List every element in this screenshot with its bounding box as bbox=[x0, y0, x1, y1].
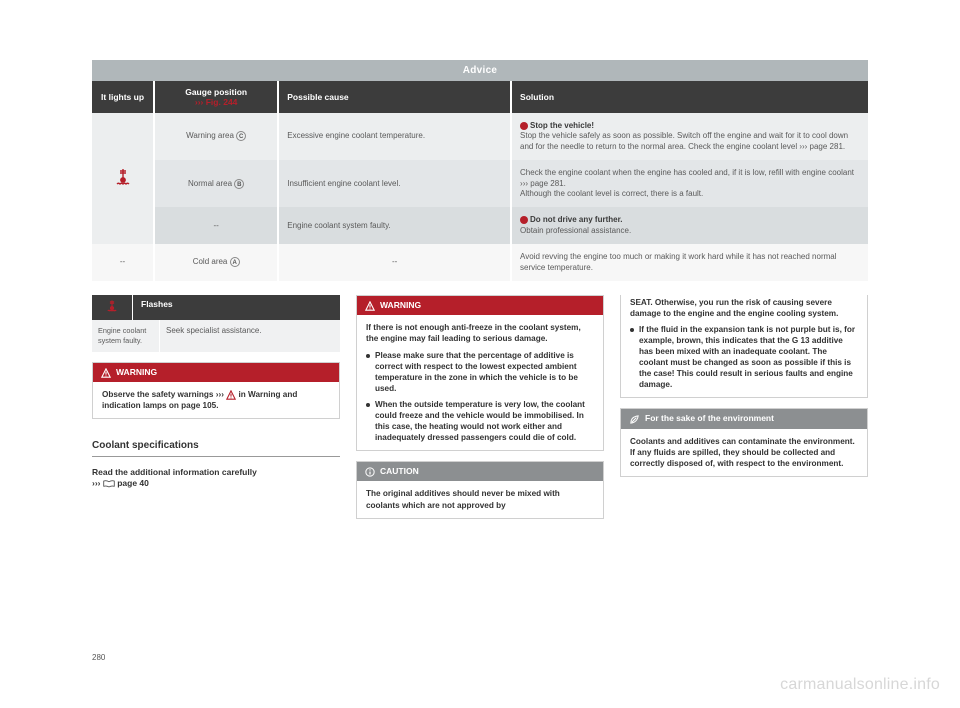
cause-cell: Engine coolant system faulty. bbox=[278, 207, 511, 244]
page-header: Advice bbox=[92, 60, 868, 81]
table-row: -- Engine coolant system faulty. Do not … bbox=[92, 207, 868, 244]
warning-bullet: When the outside temperature is very low… bbox=[366, 399, 594, 443]
warning-header: WARNING bbox=[357, 296, 603, 315]
gauge-text: Cold area bbox=[193, 257, 230, 266]
gauge-cell: -- bbox=[154, 207, 278, 244]
caution-header: CAUTION bbox=[357, 462, 603, 481]
caution-body-cont: SEAT. Otherwise, you run the risk of cau… bbox=[621, 295, 867, 398]
solution-strong: Do not drive any further. bbox=[530, 215, 622, 224]
column-left: Flashes Engine coolant system faulty. Se… bbox=[92, 295, 340, 519]
fig-ref: ››› Fig. 244 bbox=[195, 97, 238, 107]
environment-title: For the sake of the environment bbox=[645, 413, 774, 424]
warning-title: WARNING bbox=[116, 367, 157, 378]
environment-header: For the sake of the environment bbox=[621, 409, 867, 428]
caution-box: CAUTION The original additives should ne… bbox=[356, 461, 604, 519]
solution-cell: Avoid revving the engine too much or mak… bbox=[511, 244, 868, 281]
page-content: Advice It lights up Gauge position ››› F… bbox=[92, 60, 868, 519]
flashes-table: Flashes Engine coolant system faulty. Se… bbox=[92, 295, 340, 352]
info-icon bbox=[365, 467, 375, 477]
flashes-icon-cell bbox=[92, 295, 132, 320]
bullet-text: When the outside temperature is very low… bbox=[375, 399, 594, 443]
read-more-ref: page 40 bbox=[117, 478, 149, 488]
gauge-text: Warning area bbox=[186, 131, 236, 140]
warning-bullet: Please make sure that the percentage of … bbox=[366, 350, 594, 394]
caution-body: The original additives should never be m… bbox=[357, 481, 603, 517]
warning-triangle-icon bbox=[101, 368, 111, 378]
gauge-cell: Normal area B bbox=[154, 160, 278, 207]
table-header-row: It lights up Gauge position ››› Fig. 244… bbox=[92, 81, 868, 113]
caution-continuation: SEAT. Otherwise, you run the risk of cau… bbox=[620, 295, 868, 399]
flashes-label: Flashes bbox=[132, 295, 340, 320]
alert-dot-icon bbox=[520, 122, 528, 130]
flashes-row: Engine coolant system faulty. Seek speci… bbox=[92, 320, 340, 352]
page-number: 280 bbox=[92, 653, 105, 662]
solution-strong: Stop the vehicle! bbox=[530, 121, 594, 130]
solution-cell: Do not drive any further. Obtain profess… bbox=[511, 207, 868, 244]
caution-title: CAUTION bbox=[380, 466, 419, 477]
caution-cont-intro: SEAT. Otherwise, you run the risk of cau… bbox=[630, 297, 858, 319]
col-gauge: Gauge position ››› Fig. 244 bbox=[154, 81, 278, 113]
col-lights-up: It lights up bbox=[92, 81, 154, 113]
solution-cell: Stop the vehicle! Stop the vehicle safel… bbox=[511, 113, 868, 160]
cause-cell: -- bbox=[278, 244, 511, 281]
solution-text: Obtain professional assistance. bbox=[520, 226, 631, 235]
gauge-mark: B bbox=[234, 179, 244, 189]
warning-body: If there is not enough anti-freeze in th… bbox=[357, 315, 603, 450]
gauge-mark: A bbox=[230, 257, 240, 267]
warning-box-1: WARNING Observe the safety warnings ››› … bbox=[92, 362, 340, 420]
temperature-icon bbox=[115, 167, 131, 187]
flashes-right: Seek specialist assistance. bbox=[160, 320, 340, 352]
table-row: Warning area C Excessive engine coolant … bbox=[92, 113, 868, 160]
col-gauge-label: Gauge position bbox=[185, 87, 247, 97]
warning-triangle-icon bbox=[226, 390, 236, 400]
gauge-mark: C bbox=[236, 131, 246, 141]
bullet-icon bbox=[630, 328, 634, 332]
solution-text: Stop the vehicle safely as soon as possi… bbox=[520, 131, 848, 150]
caution-bullet: If the fluid in the expansion tank is no… bbox=[630, 324, 858, 390]
warning-text-prefix: Observe the safety warnings ››› bbox=[102, 390, 226, 399]
warning-box-2: WARNING If there is not enough anti-free… bbox=[356, 295, 604, 451]
lights-up-icon-cell bbox=[92, 113, 154, 244]
warning-intro: If there is not enough anti-freeze in th… bbox=[366, 322, 594, 344]
book-icon bbox=[103, 480, 115, 488]
solution-cell: Check the engine coolant when the engine… bbox=[511, 160, 868, 207]
content-columns: Flashes Engine coolant system faulty. Se… bbox=[92, 295, 868, 519]
col-solution: Solution bbox=[511, 81, 868, 113]
section-title: Coolant specifications bbox=[92, 439, 340, 457]
warning-body: Observe the safety warnings ››› in Warni… bbox=[93, 382, 339, 418]
bullet-icon bbox=[366, 403, 370, 407]
leaf-icon bbox=[629, 414, 640, 425]
warning-table: It lights up Gauge position ››› Fig. 244… bbox=[92, 81, 868, 281]
cause-cell: Insufficient engine coolant level. bbox=[278, 160, 511, 207]
gauge-text: Normal area bbox=[188, 179, 234, 188]
column-middle: WARNING If there is not enough anti-free… bbox=[356, 295, 604, 519]
environment-box: For the sake of the environment Coolants… bbox=[620, 408, 868, 477]
gauge-cell: Cold area A bbox=[154, 244, 278, 281]
table-row: -- Cold area A -- Avoid revving the engi… bbox=[92, 244, 868, 281]
bullet-text: If the fluid in the expansion tank is no… bbox=[639, 324, 858, 390]
warning-triangle-icon bbox=[365, 301, 375, 311]
flashes-header: Flashes bbox=[92, 295, 340, 320]
flashes-left: Engine coolant system faulty. bbox=[92, 320, 160, 352]
read-more-line2: ››› page 40 bbox=[92, 478, 149, 488]
col-cause: Possible cause bbox=[278, 81, 511, 113]
column-right: SEAT. Otherwise, you run the risk of cau… bbox=[620, 295, 868, 519]
warning-title: WARNING bbox=[380, 300, 421, 311]
warning-header: WARNING bbox=[93, 363, 339, 382]
gauge-cell: Warning area C bbox=[154, 113, 278, 160]
bullet-text: Please make sure that the percentage of … bbox=[375, 350, 594, 394]
watermark: carmanualsonline.info bbox=[780, 676, 940, 694]
temperature-icon bbox=[106, 299, 118, 313]
read-more: Read the additional information carefull… bbox=[92, 467, 340, 490]
bullet-icon bbox=[366, 354, 370, 358]
environment-body: Coolants and additives can contaminate t… bbox=[621, 429, 867, 476]
read-more-line1: Read the additional information carefull… bbox=[92, 467, 257, 477]
table-row: Normal area B Insufficient engine coolan… bbox=[92, 160, 868, 207]
cause-cell: Excessive engine coolant temperature. bbox=[278, 113, 511, 160]
alert-dot-icon bbox=[520, 216, 528, 224]
lights-up-cell: -- bbox=[92, 244, 154, 281]
